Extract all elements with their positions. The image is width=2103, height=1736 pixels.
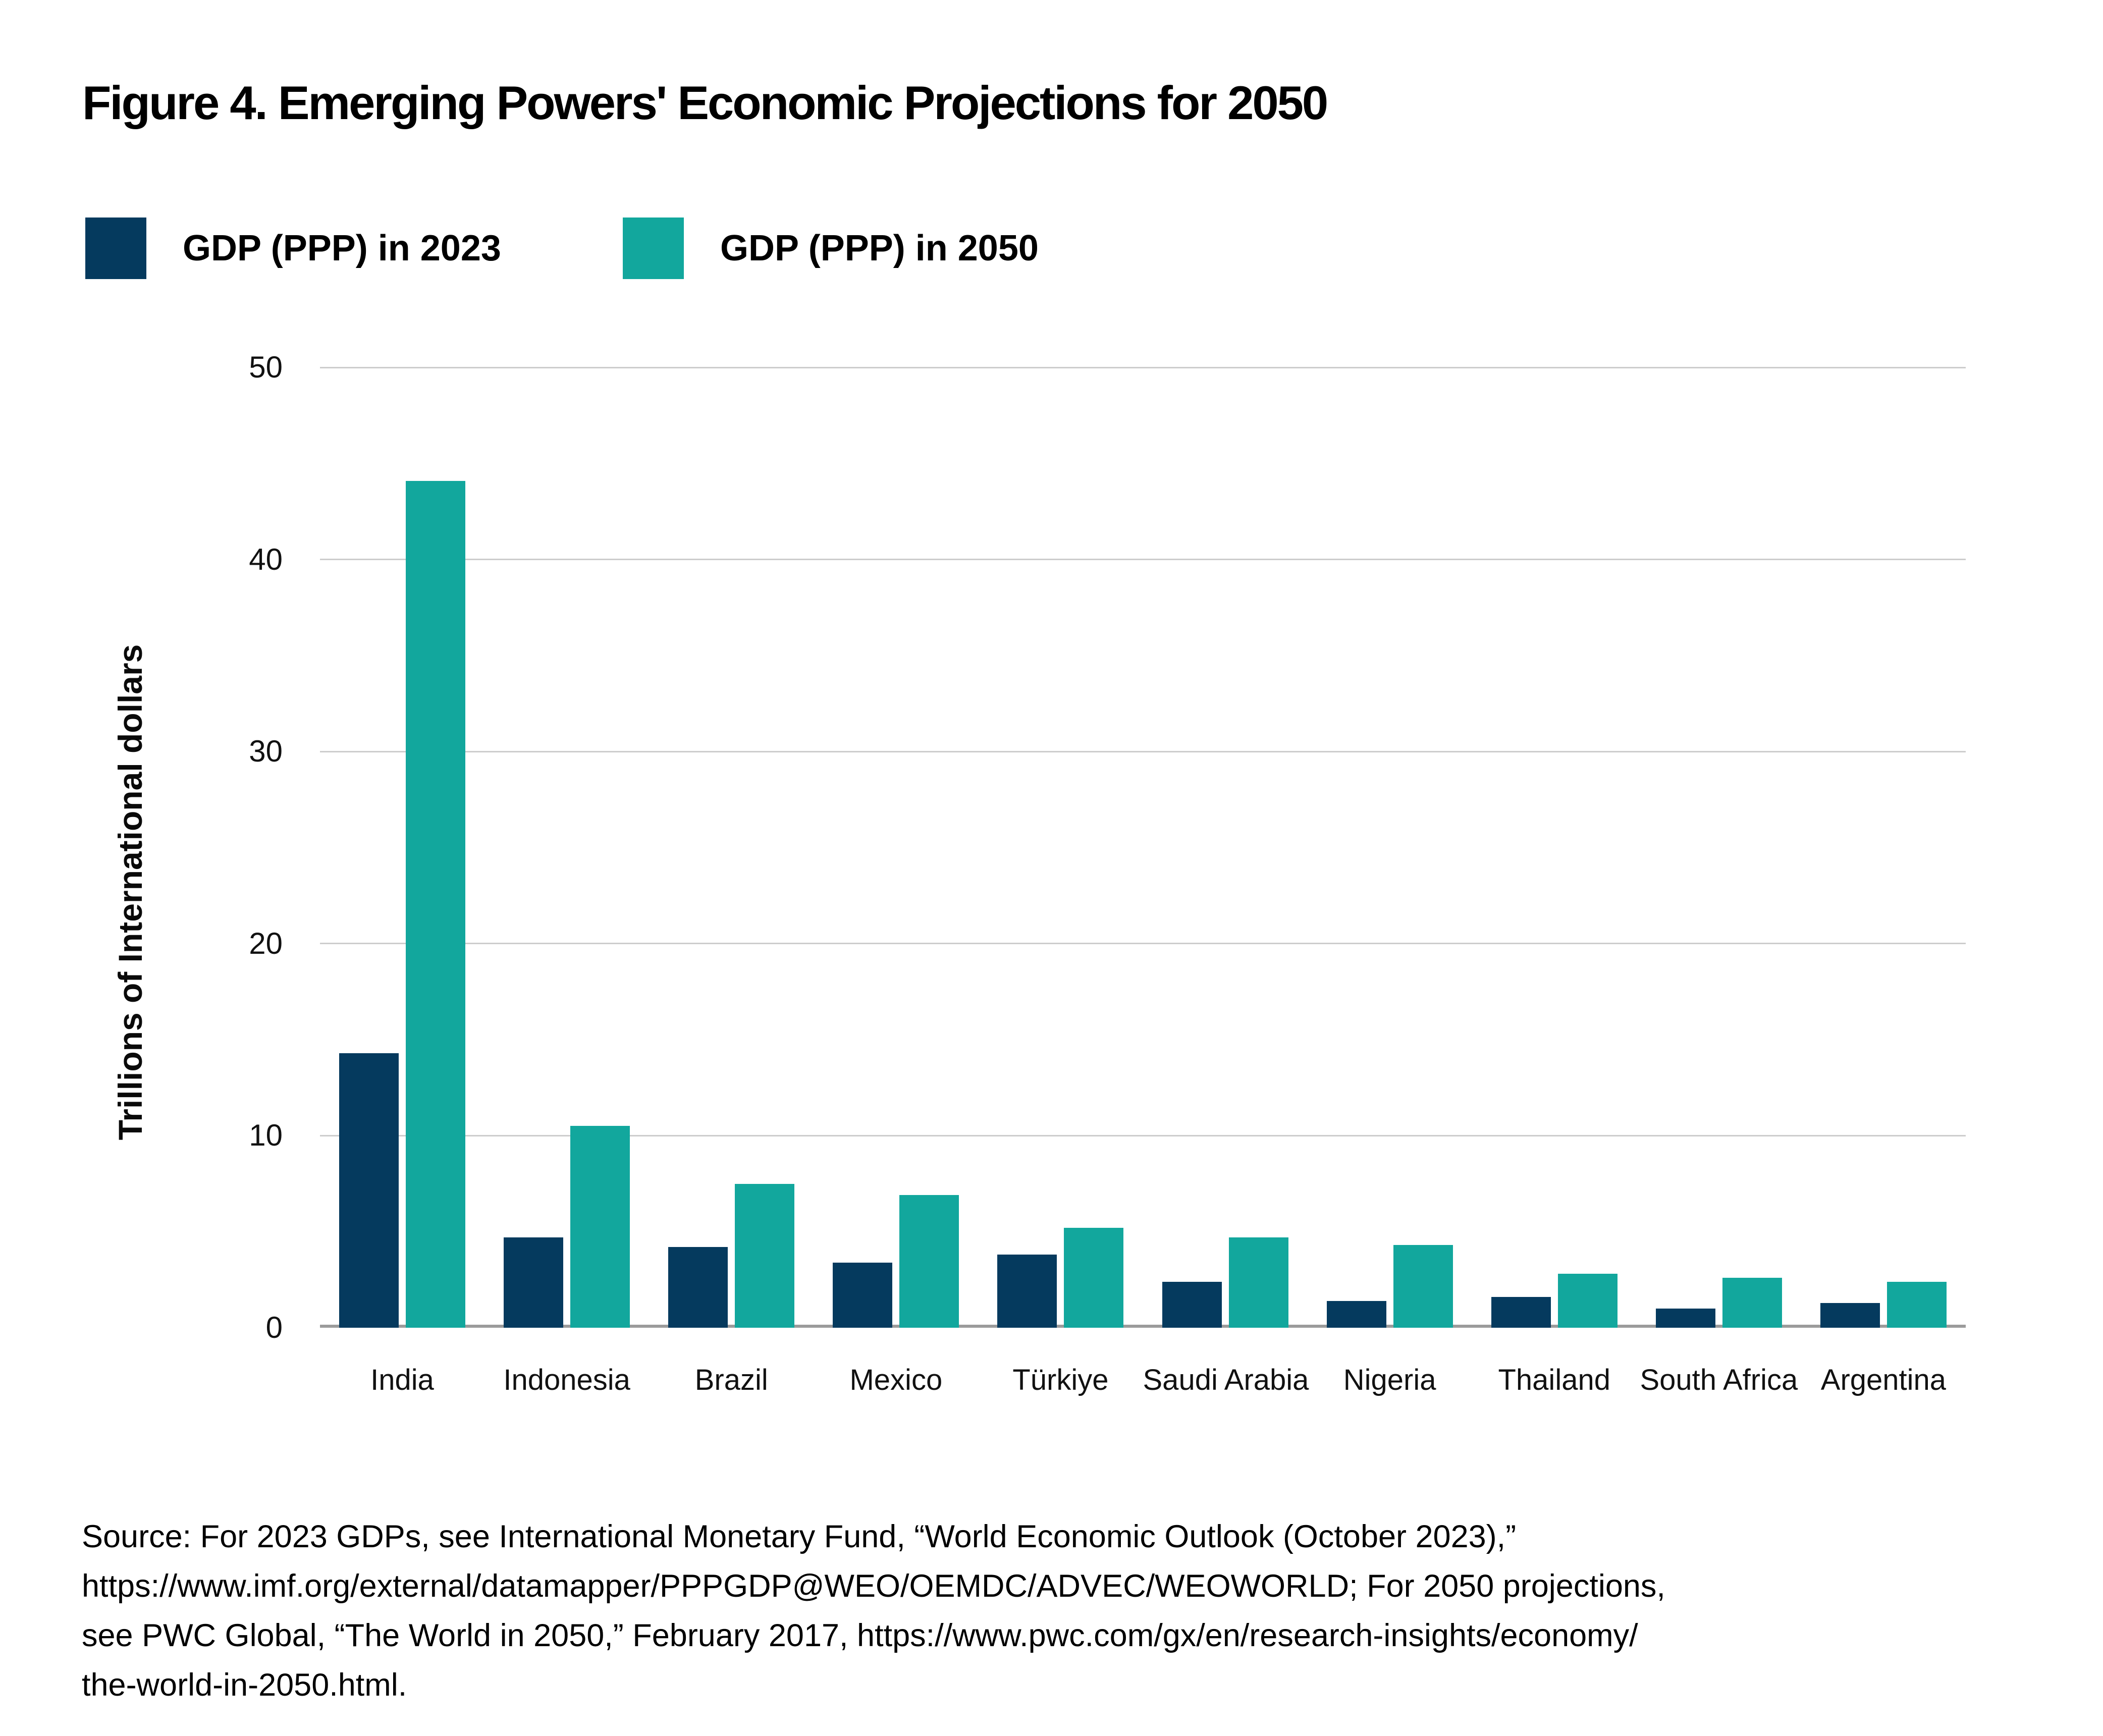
x-category-label-south-africa: South Africa [1640, 1364, 1798, 1396]
bar-argentina-2023 [1820, 1303, 1880, 1328]
source-note: Source: For 2023 GDPs, see International… [82, 1512, 1665, 1710]
bar-nigeria-2050 [1393, 1245, 1453, 1328]
y-axis-title: Trillions of International dollars [112, 644, 149, 1141]
bar-brazil-2050 [735, 1183, 795, 1328]
x-category-label-saudi-arabia: Saudi Arabia [1143, 1364, 1309, 1396]
y-tick-50: 50 [249, 350, 283, 384]
bar-nigeria-2023 [1326, 1300, 1386, 1328]
bar-group-brazil [668, 1183, 795, 1328]
gridline-40 [320, 559, 1966, 561]
bar-mexico-2023 [833, 1262, 893, 1328]
gridline-20 [320, 943, 1966, 945]
legend-item-2050: GDP (PPP) in 2050 [623, 218, 1039, 279]
bar-group-t-rkiye [997, 1228, 1124, 1328]
x-category-label-brazil: Brazil [694, 1364, 768, 1396]
bar-group-saudi-arabia [1162, 1237, 1288, 1328]
bar-thailand-2050 [1557, 1274, 1617, 1328]
x-category-label-indonesia: Indonesia [503, 1364, 630, 1396]
bar-india-2050 [406, 480, 466, 1328]
bar-india-2023 [339, 1053, 399, 1328]
source-line: see PWC Global, “The World in 2050,” Feb… [82, 1618, 1638, 1653]
bar-t-rkiye-2050 [1064, 1228, 1124, 1328]
x-category-label-nigeria: Nigeria [1343, 1364, 1436, 1396]
gridline-30 [320, 750, 1966, 752]
bar-saudi-arabia-2050 [1228, 1237, 1288, 1328]
legend-item-2023: GDP (PPP) in 2023 [85, 218, 501, 279]
x-category-label-thailand: Thailand [1498, 1364, 1610, 1396]
bar-south-africa-2023 [1655, 1308, 1715, 1328]
gridline-10 [320, 1134, 1966, 1136]
bar-thailand-2023 [1491, 1297, 1551, 1328]
source-line: Source: For 2023 GDPs, see International… [82, 1519, 1517, 1554]
bar-group-indonesia [504, 1126, 630, 1328]
gridline-50 [320, 366, 1966, 368]
legend-swatch-2023 [85, 218, 146, 279]
bar-t-rkiye-2023 [997, 1255, 1057, 1328]
chart-title: Figure 4. Emerging Powers' Economic Proj… [82, 76, 1328, 129]
source-line: the-world-in-2050.html. [82, 1667, 407, 1703]
bar-indonesia-2050 [570, 1126, 630, 1328]
bar-indonesia-2023 [504, 1237, 564, 1328]
plot-area [320, 366, 1966, 1328]
legend-label-2023: GDP (PPP) in 2023 [183, 228, 501, 268]
legend-label-2050: GDP (PPP) in 2050 [720, 228, 1039, 268]
bar-group-argentina [1820, 1281, 1947, 1328]
x-category-label-india: India [370, 1364, 434, 1396]
y-tick-40: 40 [249, 542, 283, 576]
x-category-label-argentina: Argentina [1820, 1364, 1947, 1396]
bar-saudi-arabia-2023 [1162, 1281, 1222, 1328]
bar-south-africa-2050 [1722, 1278, 1782, 1328]
bar-brazil-2023 [668, 1247, 728, 1328]
bar-group-india [339, 480, 466, 1328]
gridline-0 [320, 1325, 1966, 1328]
y-tick-30: 30 [249, 734, 283, 769]
legend-swatch-2050 [623, 218, 684, 279]
bar-group-mexico [833, 1195, 959, 1328]
y-tick-20: 20 [249, 926, 283, 960]
bar-group-nigeria [1326, 1245, 1453, 1328]
bar-argentina-2050 [1886, 1281, 1947, 1328]
y-tick-0: 0 [265, 1311, 283, 1344]
x-category-label-t-rkiye: Türkiye [1012, 1364, 1109, 1396]
bar-mexico-2050 [899, 1195, 959, 1328]
source-line: https://www.imf.org/external/datamapper/… [82, 1568, 1665, 1604]
x-category-label-mexico: Mexico [849, 1364, 943, 1396]
y-tick-10: 10 [249, 1118, 283, 1153]
bar-group-south-africa [1655, 1278, 1782, 1328]
bar-group-thailand [1491, 1274, 1617, 1328]
